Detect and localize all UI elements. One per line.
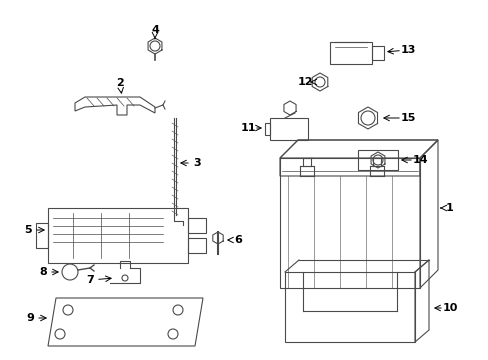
Bar	[280, 158, 419, 288]
Bar	[285, 272, 414, 342]
Bar	[48, 208, 187, 263]
Text: 2: 2	[116, 78, 123, 88]
Bar	[269, 118, 307, 140]
Text: 9: 9	[26, 313, 34, 323]
Bar	[329, 42, 371, 64]
Text: 13: 13	[400, 45, 415, 55]
Text: 3: 3	[193, 158, 201, 168]
Text: 15: 15	[400, 113, 415, 123]
Text: 6: 6	[234, 235, 242, 245]
Bar	[187, 218, 205, 233]
Bar	[371, 46, 383, 60]
Text: 8: 8	[39, 267, 47, 277]
Bar	[36, 223, 48, 248]
Bar	[264, 123, 269, 135]
Text: 10: 10	[442, 303, 457, 313]
Text: 14: 14	[411, 155, 427, 165]
Text: 11: 11	[240, 123, 255, 133]
Text: 4: 4	[151, 25, 159, 35]
Text: 12: 12	[297, 77, 312, 87]
Text: 1: 1	[445, 203, 453, 213]
Bar	[187, 238, 205, 253]
Text: 7: 7	[86, 275, 94, 285]
Text: 5: 5	[24, 225, 32, 235]
Bar	[357, 150, 397, 170]
